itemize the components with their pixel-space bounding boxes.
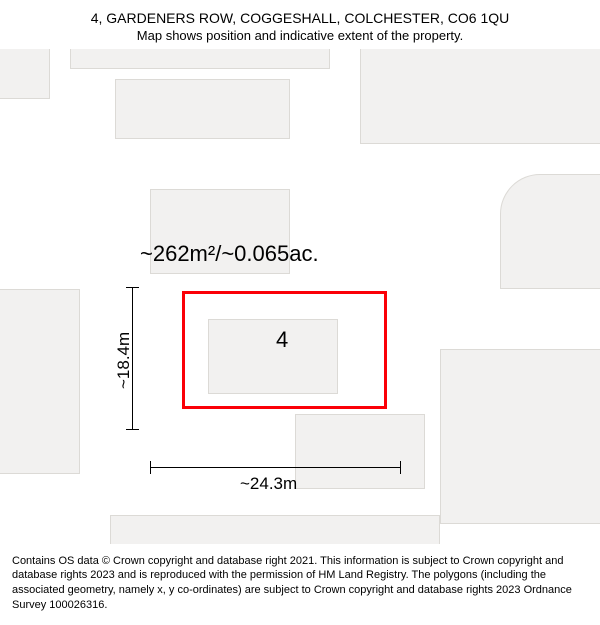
building-shape [295, 414, 425, 489]
page-subtitle: Map shows position and indicative extent… [20, 28, 580, 43]
building-shape [0, 289, 80, 474]
copyright-footer: Contains OS data © Crown copyright and d… [0, 546, 600, 625]
building-shape [0, 49, 50, 99]
property-number: 4 [276, 327, 288, 353]
building-shape [500, 174, 600, 289]
width-dimension-label: ~24.3m [240, 474, 297, 494]
area-label: ~262m²/~0.065ac. [140, 241, 319, 267]
dimension-line [126, 287, 139, 288]
building-shape [70, 49, 330, 69]
page-title: 4, GARDENERS ROW, COGGESHALL, COLCHESTER… [20, 10, 580, 26]
dimension-line [150, 467, 400, 468]
building-shape [440, 349, 600, 524]
dimension-line [126, 429, 139, 430]
dimension-line [150, 461, 151, 474]
dimension-line [132, 287, 133, 429]
building-shape [360, 49, 600, 144]
height-dimension-label: ~18.4m [114, 332, 134, 389]
dimension-line [400, 461, 401, 474]
building-shape [115, 79, 290, 139]
header: 4, GARDENERS ROW, COGGESHALL, COLCHESTER… [0, 0, 600, 49]
building-shape [110, 515, 440, 544]
map-canvas: 4 ~262m²/~0.065ac. ~18.4m ~24.3m [0, 49, 600, 544]
